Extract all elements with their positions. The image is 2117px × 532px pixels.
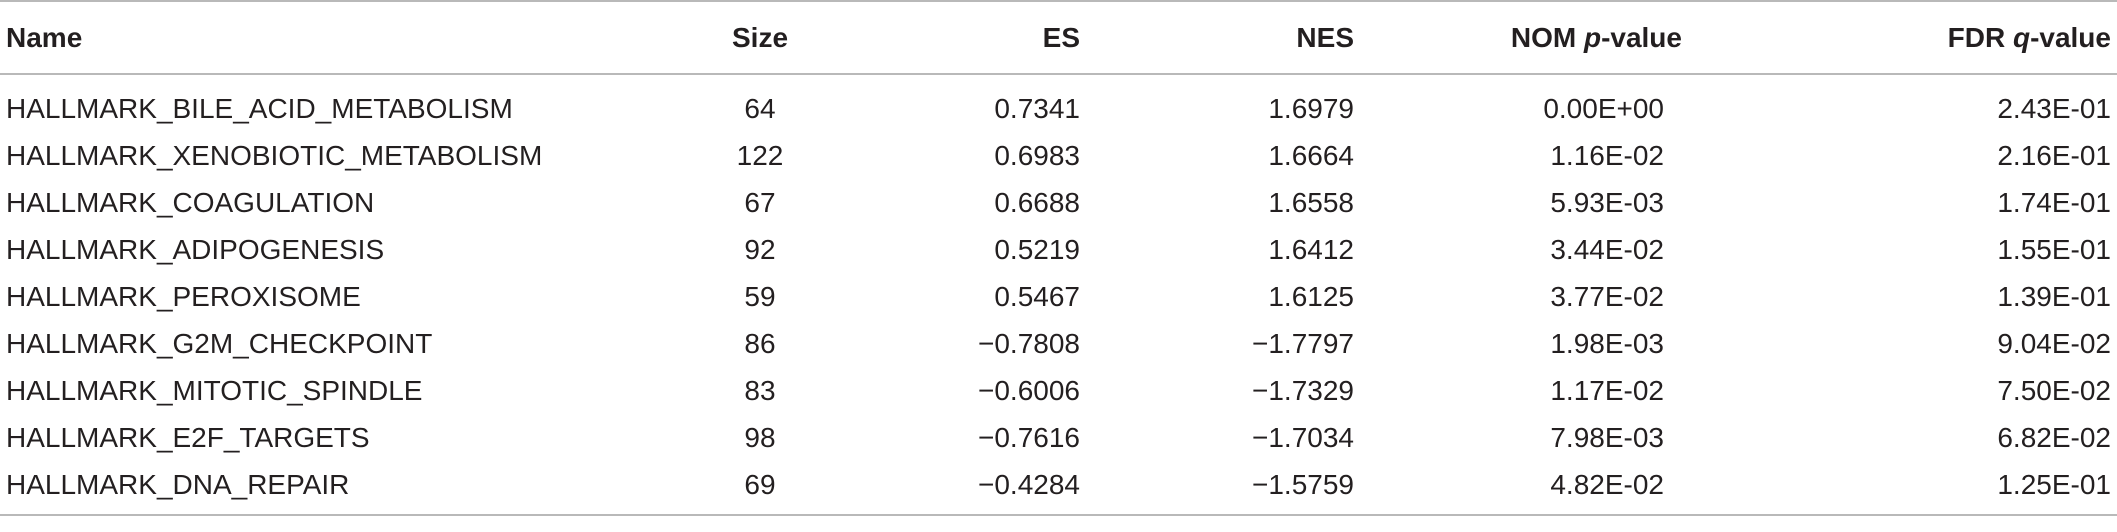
cell-es: 0.5467: [994, 280, 1080, 312]
header-size: Size: [731, 21, 789, 53]
cell-nom-p-value: 7.98E-03: [1550, 421, 1664, 453]
table-row: HALLMARK_ADIPOGENESIS 92 0.5219 1.6412 3…: [0, 226, 2117, 273]
cell-es: 0.5219: [994, 233, 1080, 265]
cell-nom-p-value: 3.77E-02: [1550, 280, 1664, 312]
cell-size: 122: [736, 139, 784, 171]
cell-fdr-q-value: 2.43E-01: [1997, 92, 2111, 124]
cell-es: 0.6688: [994, 186, 1080, 218]
header-nom-prefix: NOM: [1510, 21, 1584, 53]
header-es: ES: [1042, 21, 1080, 53]
cell-fdr-q-value: 1.25E-01: [1997, 468, 2111, 500]
cell-nes: 1.6664: [1268, 139, 1354, 171]
cell-size: 98: [744, 421, 776, 453]
header-fdr-italic: q: [2012, 21, 2031, 53]
cell-nes: 1.6412: [1268, 233, 1354, 265]
cell-nes: 1.6125: [1268, 280, 1354, 312]
header-fdr-suffix: -value: [2030, 21, 2111, 53]
cell-es: 0.6983: [994, 139, 1080, 171]
header-row: Name Size ES NES NOM p-value FDR q-value: [0, 1, 2117, 74]
cell-size: 92: [744, 233, 776, 265]
cell-nes: 1.6558: [1268, 186, 1354, 218]
cell-name: HALLMARK_ADIPOGENESIS: [6, 233, 385, 265]
cell-name: HALLMARK_G2M_CHECKPOINT: [6, 327, 433, 359]
cell-es: 0.7341: [994, 92, 1080, 124]
table-row: HALLMARK_BILE_ACID_METABOLISM 64 0.7341 …: [0, 74, 2117, 132]
table-row: HALLMARK_DNA_REPAIR 69 −0.4284 −1.5759 4…: [0, 461, 2117, 515]
cell-nes: −1.7034: [1252, 421, 1354, 453]
cell-fdr-q-value: 1.74E-01: [1997, 186, 2111, 218]
cell-size: 67: [744, 186, 776, 218]
cell-name: HALLMARK_PEROXISOME: [6, 280, 361, 312]
cell-nes: −1.7797: [1252, 327, 1354, 359]
table-row: HALLMARK_G2M_CHECKPOINT 86 −0.7808 −1.77…: [0, 320, 2117, 367]
cell-name: HALLMARK_MITOTIC_SPINDLE: [6, 374, 423, 406]
cell-fdr-q-value: 1.55E-01: [1997, 233, 2111, 265]
cell-nom-p-value: 5.93E-03: [1550, 186, 1664, 218]
cell-nom-p-value: 3.44E-02: [1550, 233, 1664, 265]
gsea-results-table: Name Size ES NES NOM p-value FDR q-value…: [0, 1, 2117, 515]
cell-nom-p-value: 1.98E-03: [1550, 327, 1664, 359]
results-table-container: Name Size ES NES NOM p-value FDR q-value…: [0, 1, 2117, 515]
header-nom-p-value: NOM p-value: [1370, 1, 1730, 74]
header-nom-italic: p: [1583, 21, 1602, 53]
table-row: HALLMARK_MITOTIC_SPINDLE 83 −0.6006 −1.7…: [0, 367, 2117, 414]
table-row: HALLMARK_E2F_TARGETS 98 −0.7616 −1.7034 …: [0, 414, 2117, 461]
cell-es: −0.7616: [978, 421, 1080, 453]
cell-fdr-q-value: 2.16E-01: [1997, 139, 2111, 171]
cell-es: −0.4284: [978, 468, 1080, 500]
table-row: HALLMARK_PEROXISOME 59 0.5467 1.6125 3.7…: [0, 273, 2117, 320]
cell-nom-p-value: 4.82E-02: [1550, 468, 1664, 500]
table-row: HALLMARK_COAGULATION 67 0.6688 1.6558 5.…: [0, 179, 2117, 226]
table-body: HALLMARK_BILE_ACID_METABOLISM 64 0.7341 …: [0, 74, 2117, 515]
header-fdr-q-value: FDR q-value: [1730, 1, 2117, 74]
cell-nes: −1.7329: [1252, 374, 1354, 406]
cell-size: 86: [744, 327, 776, 359]
cell-es: −0.6006: [978, 374, 1080, 406]
cell-fdr-q-value: 1.39E-01: [1997, 280, 2111, 312]
cell-size: 83: [744, 374, 776, 406]
cell-size: 64: [744, 92, 776, 124]
table-header: Name Size ES NES NOM p-value FDR q-value: [0, 1, 2117, 74]
header-fdr-prefix: FDR: [1947, 21, 2013, 53]
cell-es: −0.7808: [978, 327, 1080, 359]
cell-fdr-q-value: 7.50E-02: [1997, 374, 2111, 406]
cell-nes: −1.5759: [1252, 468, 1354, 500]
cell-name: HALLMARK_XENOBIOTIC_METABOLISM: [6, 139, 543, 171]
cell-nom-p-value: 1.16E-02: [1550, 139, 1664, 171]
cell-name: HALLMARK_E2F_TARGETS: [6, 421, 370, 453]
cell-nes: 1.6979: [1268, 92, 1354, 124]
header-name: Name: [6, 21, 83, 53]
header-nes: NES: [1296, 21, 1354, 53]
cell-size: 59: [744, 280, 776, 312]
cell-fdr-q-value: 6.82E-02: [1997, 421, 2111, 453]
cell-name: HALLMARK_COAGULATION: [6, 186, 375, 218]
cell-name: HALLMARK_BILE_ACID_METABOLISM: [6, 92, 513, 124]
cell-nom-p-value: 0.00E+00: [1543, 92, 1664, 124]
cell-fdr-q-value: 9.04E-02: [1997, 327, 2111, 359]
cell-size: 69: [744, 468, 776, 500]
header-nom-suffix: -value: [1601, 21, 1682, 53]
cell-nom-p-value: 1.17E-02: [1550, 374, 1664, 406]
table-row: HALLMARK_XENOBIOTIC_METABOLISM 122 0.698…: [0, 132, 2117, 179]
cell-name: HALLMARK_DNA_REPAIR: [6, 468, 350, 500]
